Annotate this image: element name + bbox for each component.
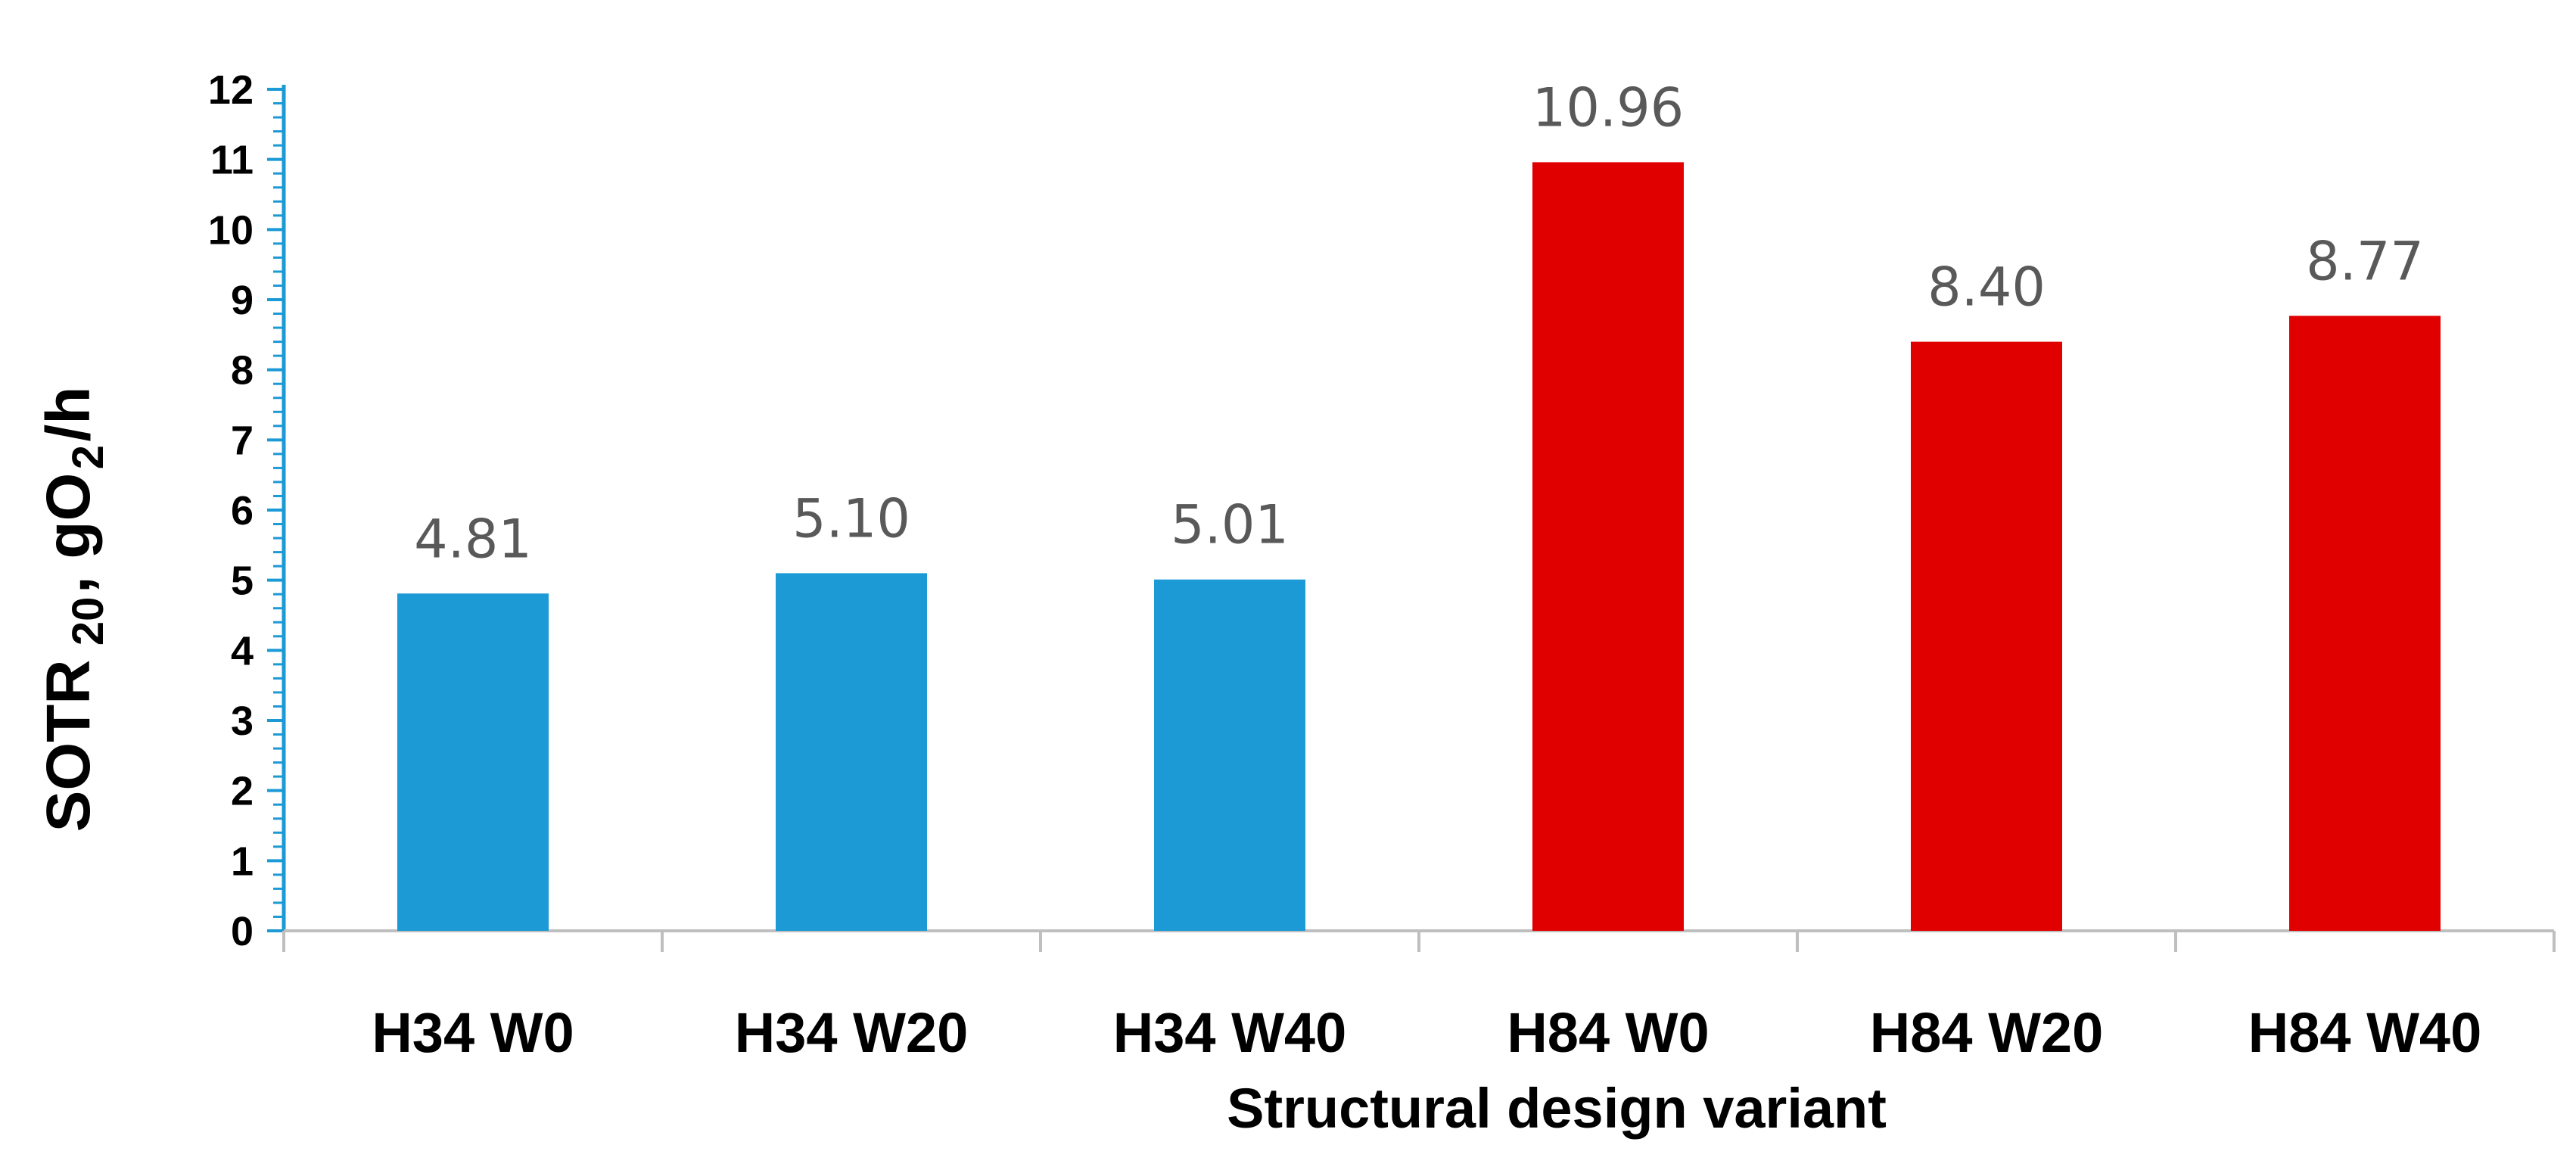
svg-text:SOTR 20 , gO: SOTR 20 , gO 2 /h <box>34 387 113 832</box>
y-tick-label: 10 <box>208 207 254 253</box>
y-tick-label: 12 <box>208 67 254 113</box>
bar <box>397 593 549 931</box>
x-axis <box>282 929 2556 952</box>
y-tick-label: 4 <box>231 628 254 674</box>
y-tick-label: 2 <box>231 769 254 814</box>
data-label: 5.01 <box>1171 494 1289 556</box>
y-tick-label: 0 <box>231 909 254 954</box>
bar <box>1154 579 1305 931</box>
bars <box>397 162 2441 932</box>
y-axis-title-sub: 20 <box>64 597 113 646</box>
data-label: 5.10 <box>792 487 910 549</box>
bar <box>2289 316 2441 931</box>
y-tick-label: 6 <box>231 488 254 534</box>
x-tick-label: H84 W40 <box>2248 1001 2481 1064</box>
y-tick-label: 7 <box>231 418 254 463</box>
x-tick-label: H84 W20 <box>1870 1001 2103 1064</box>
x-axis-title: Structural design variant <box>1227 1077 1887 1140</box>
y-axis-title-unit-end: /h <box>34 387 103 442</box>
y-axis-title: SOTR 20 , gO 2 /h <box>34 387 113 832</box>
x-tick-label: H34 W40 <box>1113 1001 1346 1064</box>
bar <box>1911 341 2062 932</box>
y-tick-label: 8 <box>231 348 254 394</box>
y-axis-title-unit: , gO <box>34 473 103 593</box>
y-tick-label: 3 <box>231 699 254 744</box>
data-label: 4.81 <box>414 508 532 570</box>
y-axis-title-main: SOTR <box>34 660 103 832</box>
y-axis-title-unit-sub: 2 <box>64 445 113 469</box>
x-tick-label: H34 W20 <box>735 1001 968 1064</box>
y-tick-label: 5 <box>231 558 254 604</box>
category-labels: H34 W0 H34 W20 H34 W40 H84 W0 H84 W20 H84 W40 <box>372 1001 2481 1064</box>
y-tick-label: 1 <box>231 839 254 884</box>
bar <box>1532 162 1684 931</box>
data-label: 8.40 <box>1927 257 2046 319</box>
bar <box>776 573 927 931</box>
y-tick-label: 11 <box>210 138 254 183</box>
data-labels: 4.81 5.10 5.01 10.96 8.40 8.77 <box>414 76 2424 570</box>
x-tick-label: H84 W0 <box>1507 1001 1709 1064</box>
x-tick-label: H34 W0 <box>372 1001 574 1064</box>
data-label: 8.77 <box>2306 230 2424 292</box>
data-label: 10.96 <box>1532 76 1684 138</box>
y-tick-label: 9 <box>231 278 254 323</box>
